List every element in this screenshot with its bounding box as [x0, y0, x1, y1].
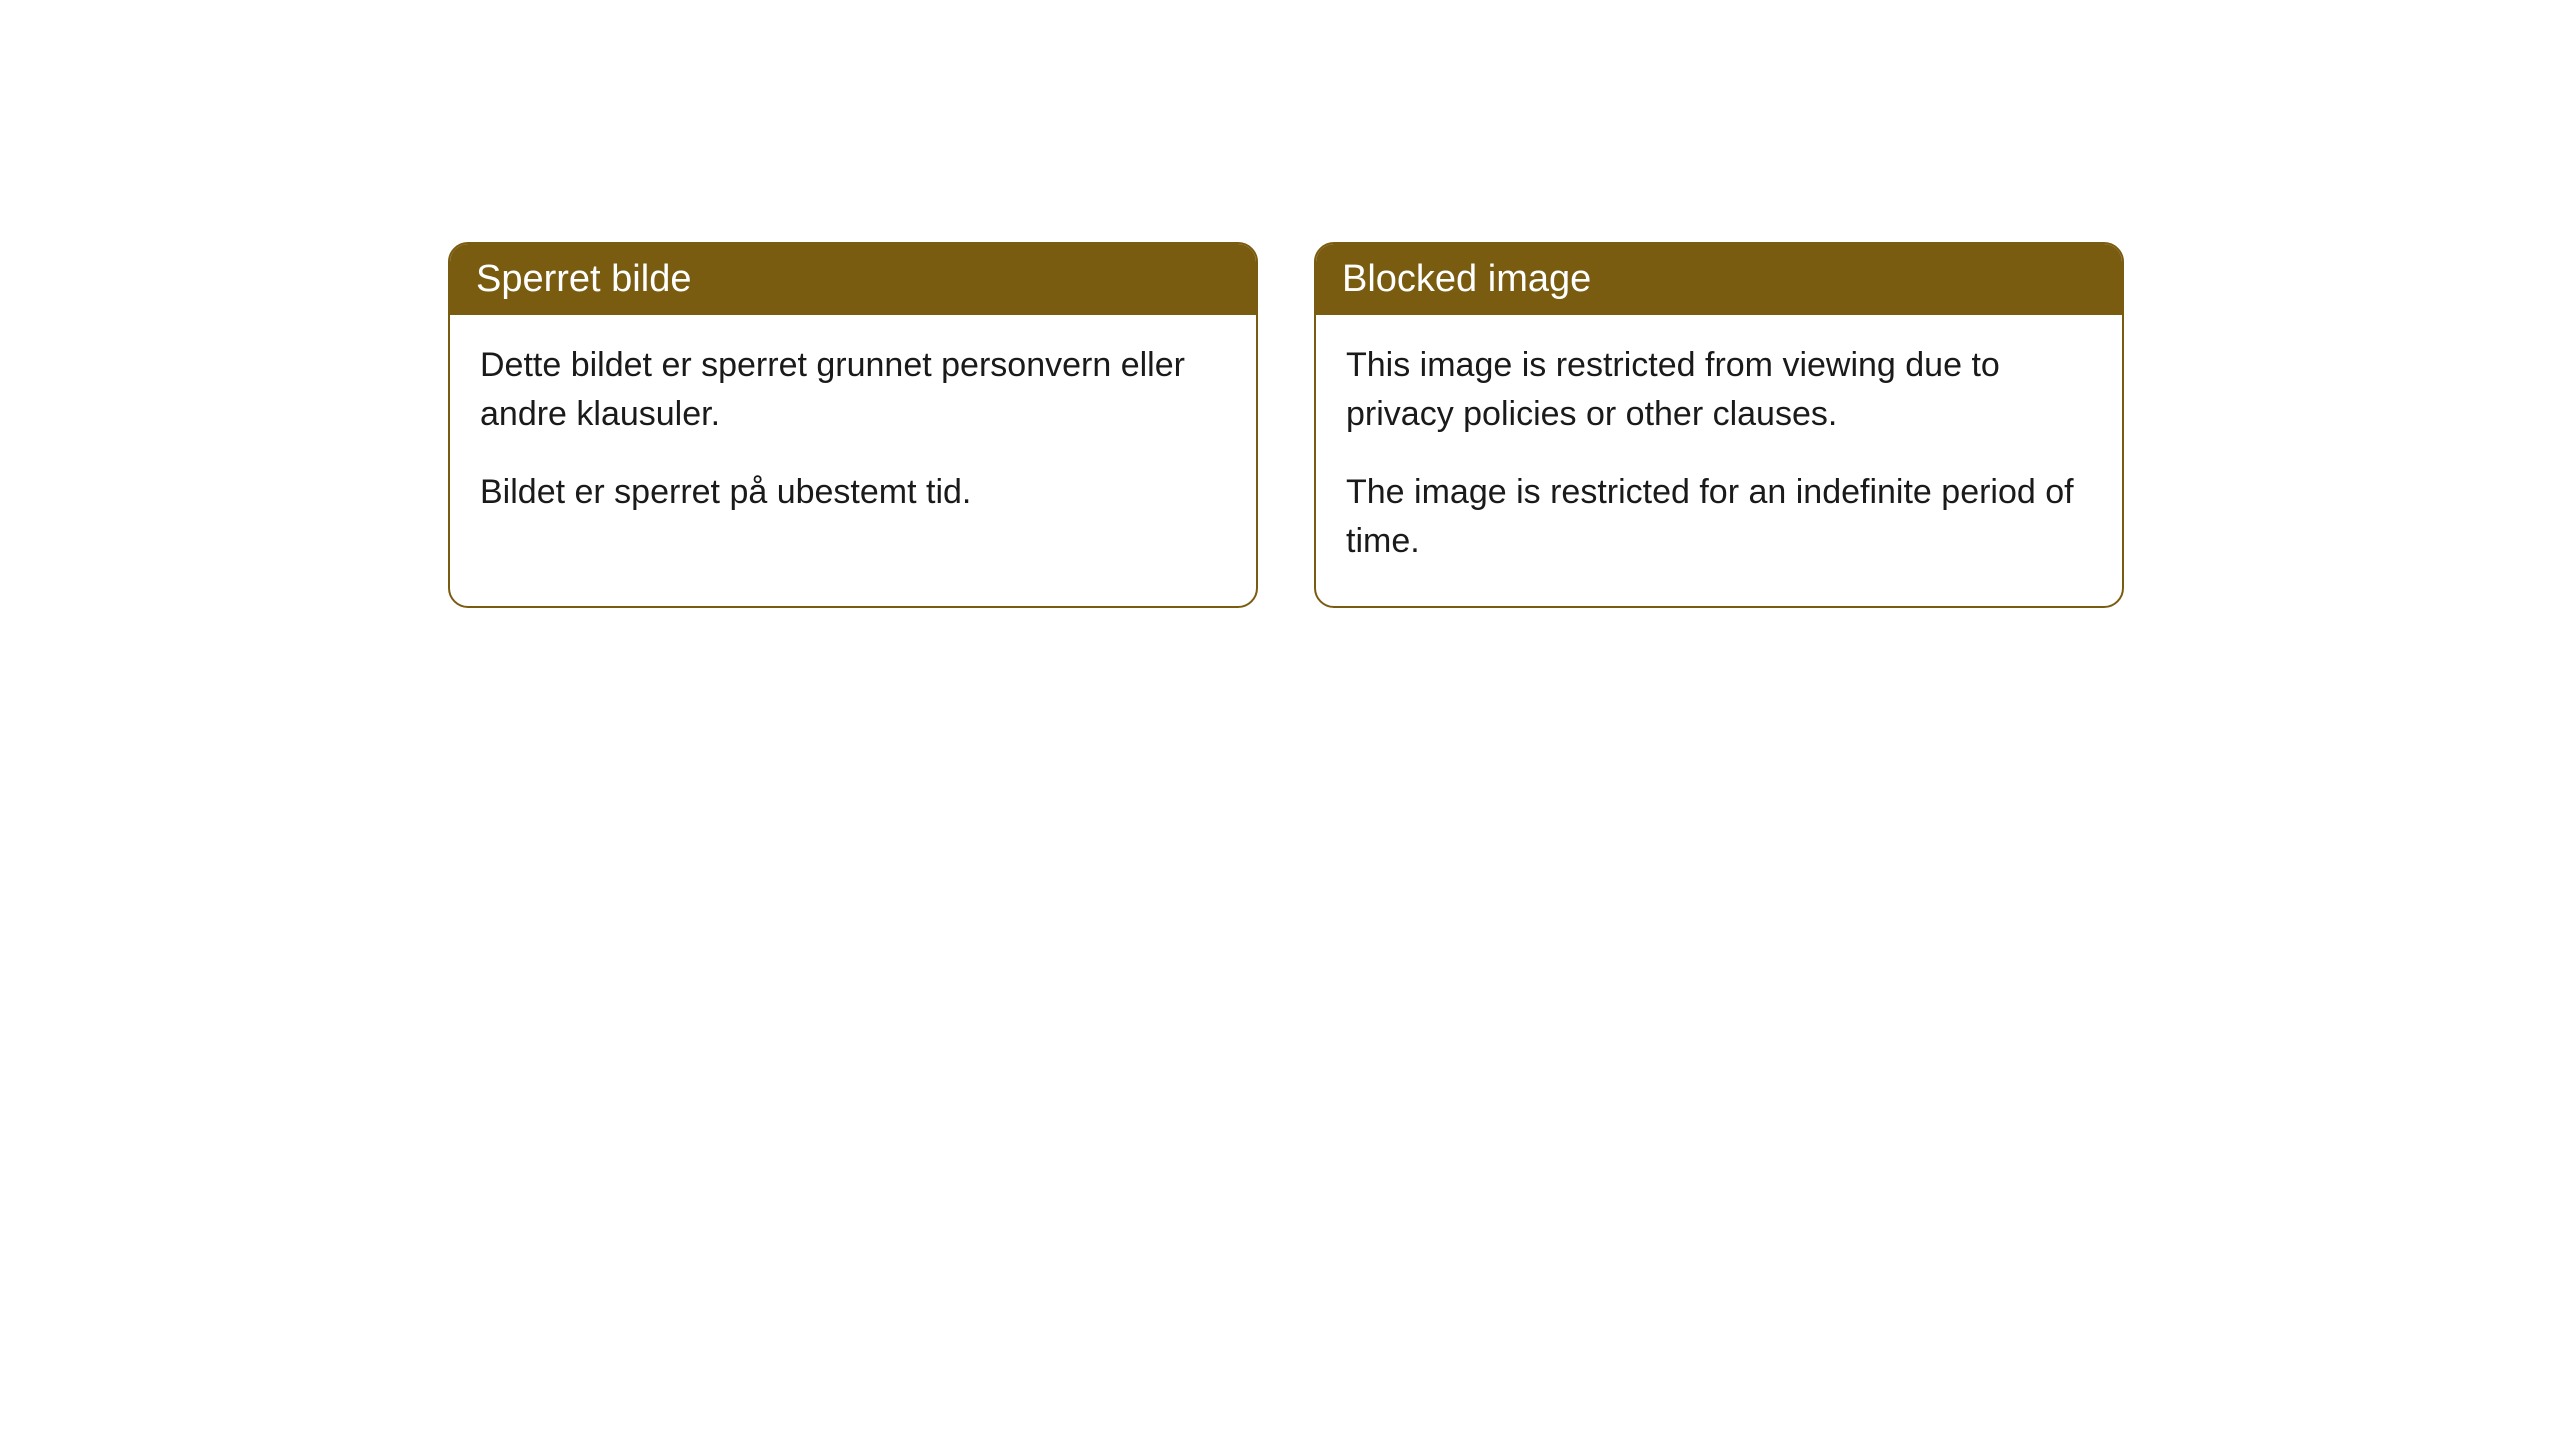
card-paragraph: Bildet er sperret på ubestemt tid. [480, 468, 1226, 517]
card-body: Dette bildet er sperret grunnet personve… [450, 315, 1256, 557]
blocked-image-card-norwegian: Sperret bilde Dette bildet er sperret gr… [448, 242, 1258, 608]
card-title: Blocked image [1342, 258, 1591, 300]
card-paragraph: The image is restricted for an indefinit… [1346, 468, 2092, 567]
card-title: Sperret bilde [476, 258, 691, 300]
blocked-image-card-english: Blocked image This image is restricted f… [1314, 242, 2124, 608]
card-header: Blocked image [1316, 244, 2122, 315]
card-body: This image is restricted from viewing du… [1316, 315, 2122, 606]
card-header: Sperret bilde [450, 244, 1256, 315]
notice-cards-container: Sperret bilde Dette bildet er sperret gr… [448, 242, 2124, 608]
card-paragraph: Dette bildet er sperret grunnet personve… [480, 341, 1226, 440]
card-paragraph: This image is restricted from viewing du… [1346, 341, 2092, 440]
